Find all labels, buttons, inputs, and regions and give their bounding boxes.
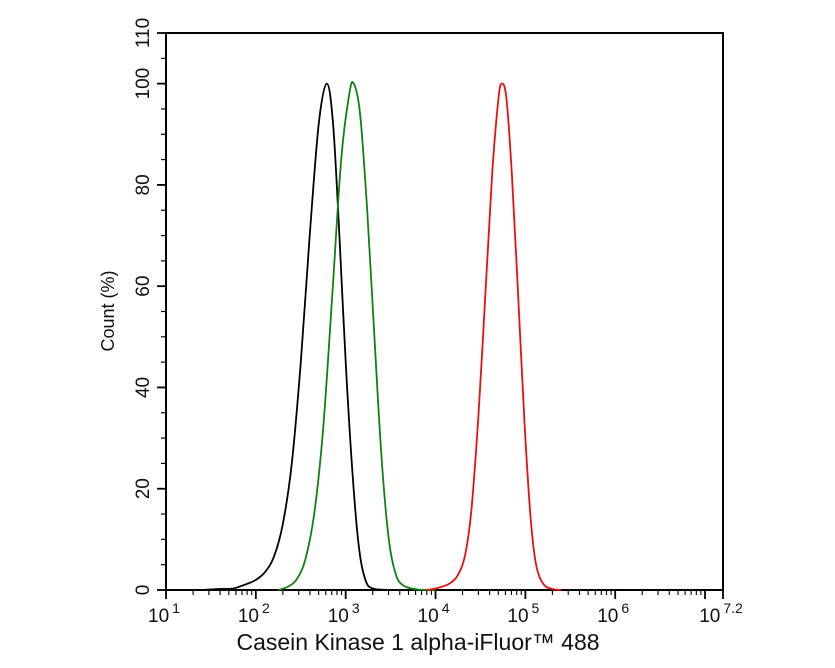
x-tick-label: 10 1 [148, 600, 180, 627]
x-tick-label: 10 6 [597, 600, 629, 627]
x-tick-label: 10 5 [507, 600, 539, 627]
y-tick-label: 60 [133, 276, 154, 297]
y-tick-label: 80 [133, 174, 154, 195]
x-axis: 10 1 10 2 10 3 10 4 10 5 10 6 10 7.2 [148, 590, 743, 627]
y-axis-title: Count (%) [98, 270, 118, 351]
y-tick-label: 20 [133, 478, 154, 499]
series-layer [201, 81, 562, 591]
series-green-unstained [278, 81, 436, 591]
plot-frame [165, 32, 724, 591]
plot-border [165, 32, 724, 591]
y-tick-label: 40 [133, 377, 154, 398]
x-tick-label: 10 7.2 [699, 600, 743, 627]
y-axis: 0 20 40 60 80 100 110 [133, 18, 166, 595]
y-tick-label: 0 [133, 585, 154, 596]
y-tick-label: 110 [133, 18, 154, 48]
x-tick-label: 10 3 [328, 600, 360, 627]
x-tick-label: 10 2 [238, 600, 270, 627]
series-red-casein-kinase-1-alpha [426, 82, 562, 591]
x-axis-title: Casein Kinase 1 alpha-iFluor™ 488 [236, 629, 599, 655]
x-tick-label: 10 4 [418, 600, 450, 627]
series-black-control [201, 82, 391, 591]
y-tick-label: 100 [133, 68, 154, 100]
